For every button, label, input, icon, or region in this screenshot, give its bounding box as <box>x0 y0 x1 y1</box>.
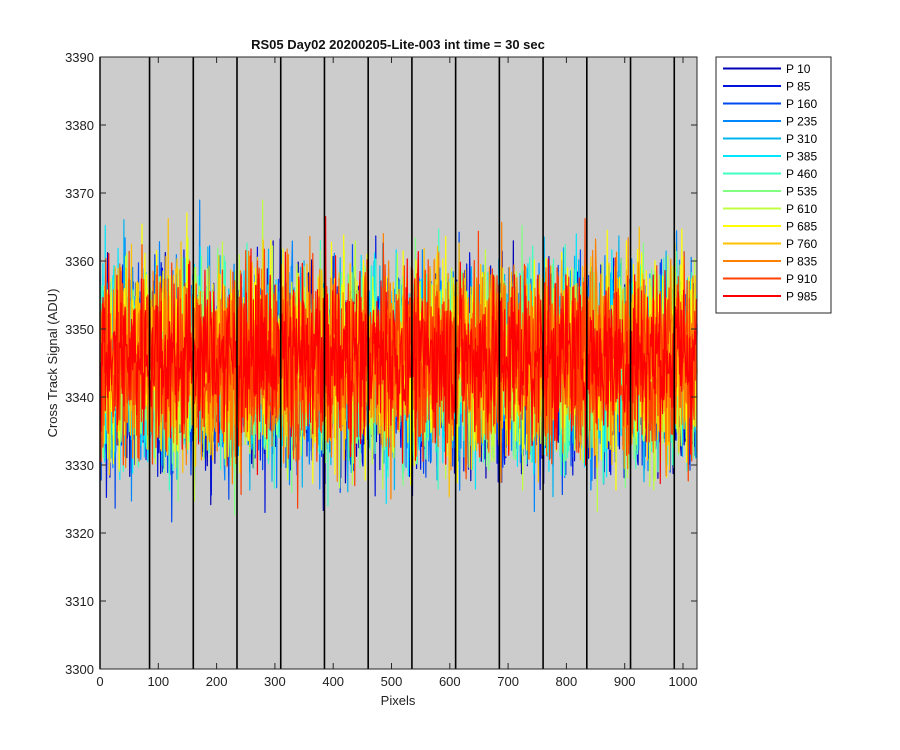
legend-label: P 460 <box>786 167 817 181</box>
legend-label: P 985 <box>786 290 817 304</box>
x-axis: 0 100 200 300 400 500 600 700 800 900 1000 <box>96 57 697 689</box>
y-tick-label: 3350 <box>65 322 94 337</box>
x-axis-label: Pixels <box>381 693 416 708</box>
legend-label: P 685 <box>786 220 817 234</box>
legend-label: P 10 <box>786 62 811 76</box>
y-tick-label: 3380 <box>65 118 94 133</box>
y-tick-label: 3300 <box>65 662 94 677</box>
legend-box <box>715 56 832 314</box>
chart-title: RS05 Day02 20200205-Lite-003 int time = … <box>251 37 545 52</box>
legend-label: P 235 <box>786 115 817 129</box>
x-tick-label: 900 <box>614 674 636 689</box>
x-tick-label: 0 <box>96 674 103 689</box>
y-tick-label: 3330 <box>65 458 94 473</box>
y-axis-label: Cross Track Signal (ADU) <box>45 289 60 438</box>
legend-label: P 910 <box>786 272 817 286</box>
x-tick-label: 400 <box>322 674 344 689</box>
legend-label: P 85 <box>786 80 811 94</box>
y-tick-label: 3320 <box>65 526 94 541</box>
plot-frame <box>99 56 698 670</box>
x-tick-label: 500 <box>381 674 403 689</box>
x-tick-label: 100 <box>147 674 169 689</box>
x-tick-label: 200 <box>206 674 228 689</box>
series-line-13 <box>99 215 698 485</box>
y-tick-label: 3310 <box>65 594 94 609</box>
x-tick-label: 300 <box>264 674 286 689</box>
x-tick-label: 1000 <box>669 674 698 689</box>
legend-label: P 385 <box>786 150 817 164</box>
legend-label: P 160 <box>786 97 817 111</box>
y-tick-label: 3370 <box>65 186 94 201</box>
legend-label: P 610 <box>786 202 817 216</box>
y-tick-label: 3360 <box>65 254 94 269</box>
legend-label: P 835 <box>786 255 817 269</box>
legend-label: P 310 <box>786 132 817 146</box>
legend: P 10 P 85 P 160 P 235 P 310 P 385 P 460 P 535 P … <box>715 56 832 314</box>
y-axis: 3300 3310 3320 3330 3340 3350 3360 3370 3380 3390 <box>65 50 697 677</box>
x-tick-label: 800 <box>556 674 578 689</box>
legend-label: P 535 <box>786 185 817 199</box>
x-tick-label: 600 <box>439 674 461 689</box>
x-tick-label: 700 <box>497 674 519 689</box>
y-tick-label: 3390 <box>65 50 94 65</box>
legend-label: P 760 <box>786 237 817 251</box>
series-group <box>99 199 698 523</box>
y-tick-label: 3340 <box>65 390 94 405</box>
